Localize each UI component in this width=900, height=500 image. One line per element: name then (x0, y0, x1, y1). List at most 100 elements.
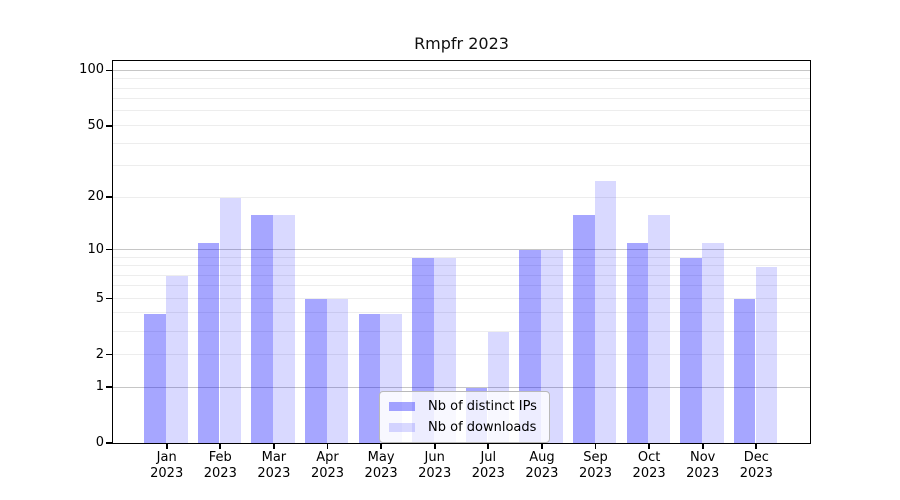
bar-apr-ips (304, 299, 327, 443)
bar-feb-ips (197, 243, 220, 443)
x-tick-month: Sep (583, 450, 608, 465)
x-tick-month: Dec (743, 450, 769, 465)
minor-gridline (113, 142, 810, 144)
x-tick-year: 2023 (686, 466, 720, 481)
x-tick-year: 2023 (364, 466, 398, 481)
legend: Nb of distinct IPs Nb of downloads (379, 391, 550, 443)
y-tick-mark (106, 248, 112, 251)
x-tick-month: Nov (690, 450, 716, 465)
x-tick-mark (541, 444, 543, 449)
minor-gridline (113, 265, 810, 266)
minor-gridline (113, 124, 810, 126)
y-tick-mark (106, 297, 112, 300)
major-gridline (113, 386, 810, 388)
x-tick-year: 2023 (150, 466, 184, 481)
minor-gridline (113, 312, 810, 314)
x-tick-mark (487, 444, 490, 449)
minor-gridline (113, 87, 810, 89)
bar-jan-downloads (165, 276, 188, 443)
x-tick-label: Aug 2023 (510, 450, 574, 482)
bar-may-ips (358, 314, 381, 443)
x-tick-month: Jan (156, 450, 177, 465)
bar-oct-downloads (648, 215, 671, 443)
y-tick-mark (106, 196, 112, 199)
bar-nov-downloads (701, 243, 724, 443)
minor-gridline (113, 330, 810, 332)
chart-title: Rmpfr 2023 (414, 34, 509, 53)
bar-mar-ips (251, 215, 274, 443)
x-tick-label: Dec 2023 (724, 450, 788, 482)
plot-area: Nb of distinct IPs Nb of downloads (112, 60, 811, 444)
bar-nov-ips (680, 258, 702, 443)
minor-gridline (113, 285, 810, 287)
x-tick-mark (380, 444, 382, 449)
y-tick-label: 5 (95, 290, 104, 306)
y-tick-label: 50 (87, 117, 104, 133)
bar-apr-downloads (326, 299, 349, 443)
x-tick-label: Jan 2023 (135, 450, 199, 482)
minor-gridline (113, 110, 810, 112)
x-tick-year: 2023 (525, 466, 559, 481)
x-tick-month: Aug (529, 450, 555, 465)
major-gridline (113, 69, 810, 71)
x-tick-month: Oct (637, 450, 661, 465)
bar-mar-downloads (273, 215, 295, 443)
x-tick-mark (648, 444, 650, 449)
x-tick-year: 2023 (632, 466, 666, 481)
x-tick-mark (433, 444, 436, 449)
minor-gridline (113, 165, 810, 167)
bar-sep-ips (572, 215, 595, 443)
y-tick-label: 20 (87, 189, 104, 205)
x-tick-month: Jun (424, 450, 445, 465)
legend-row-distinct-ips: Nb of distinct IPs (389, 399, 537, 414)
x-tick-year: 2023 (471, 466, 505, 481)
bar-jan-ips (144, 314, 166, 443)
x-tick-label: Nov 2023 (671, 450, 735, 482)
x-tick-mark (594, 444, 597, 449)
y-tick-mark (106, 353, 112, 356)
x-tick-label: Apr 2023 (296, 450, 360, 482)
x-tick-year: 2023 (310, 466, 345, 481)
y-tick-label: 100 (79, 62, 104, 78)
y-tick-mark (106, 442, 112, 445)
bar-sep-downloads (594, 180, 617, 443)
bar-feb-downloads (219, 198, 242, 443)
y-tick-label: 0 (95, 435, 104, 451)
x-tick-month: Feb (208, 450, 232, 465)
x-tick-mark (701, 444, 704, 449)
x-tick-mark (273, 444, 275, 449)
minor-gridline (113, 353, 810, 355)
legend-label-distinct-ips: Nb of distinct IPs (428, 399, 537, 414)
minor-gridline (113, 274, 810, 276)
minor-gridline (113, 297, 810, 299)
legend-swatch-downloads (389, 423, 415, 432)
legend-row-downloads: Nb of downloads (389, 420, 537, 435)
legend-swatch-distinct-ips (389, 402, 415, 411)
x-tick-label: Feb 2023 (188, 450, 252, 482)
x-tick-label: May 2023 (349, 450, 413, 482)
x-tick-label: Mar 2023 (242, 450, 306, 482)
minor-gridline (113, 196, 810, 198)
y-tick-label: 10 (87, 241, 104, 257)
y-tick-label: 2 (95, 346, 104, 362)
x-tick-month: Apr (316, 450, 339, 465)
major-gridline (113, 248, 810, 250)
x-tick-label: Sep 2023 (564, 450, 628, 482)
x-tick-mark (755, 444, 758, 449)
bar-oct-ips (626, 243, 649, 443)
y-tick-mark (106, 124, 112, 127)
minor-gridline (113, 256, 810, 258)
bar-dec-ips (733, 299, 756, 443)
x-tick-year: 2023 (578, 466, 613, 481)
x-tick-label: Jul 2023 (456, 450, 520, 482)
x-tick-year: 2023 (418, 466, 452, 481)
bar-dec-downloads (755, 266, 778, 443)
x-tick-month: Mar (261, 450, 287, 465)
legend-label-downloads: Nb of downloads (428, 420, 537, 435)
y-tick-mark (106, 69, 112, 72)
x-tick-month: Jul (480, 450, 497, 465)
x-tick-label: Jun 2023 (403, 450, 467, 482)
x-tick-mark (326, 444, 329, 449)
x-tick-year: 2023 (257, 466, 291, 481)
